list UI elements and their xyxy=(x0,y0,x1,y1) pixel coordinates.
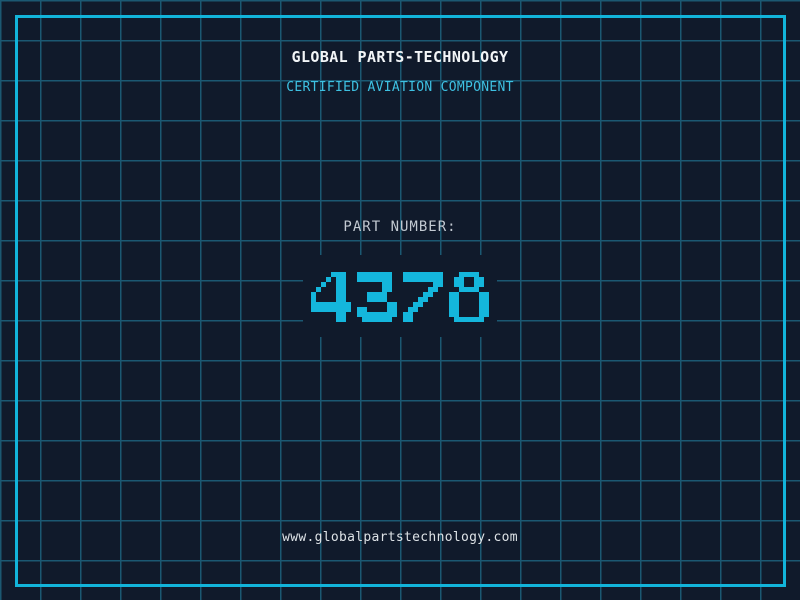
part-number-digit xyxy=(403,272,443,322)
part-number-digit xyxy=(449,272,489,322)
part-number-digit xyxy=(357,272,397,322)
certification-subtitle: CERTIFIED AVIATION COMPONENT xyxy=(286,80,514,95)
company-title: GLOBAL PARTS-TECHNOLOGY xyxy=(291,48,509,66)
part-number-label: PART NUMBER: xyxy=(343,219,457,235)
part-number-value xyxy=(303,255,497,337)
website-url: www.globalpartstechnology.com xyxy=(282,530,518,545)
border-frame xyxy=(15,15,786,587)
part-number-digit xyxy=(311,272,351,322)
